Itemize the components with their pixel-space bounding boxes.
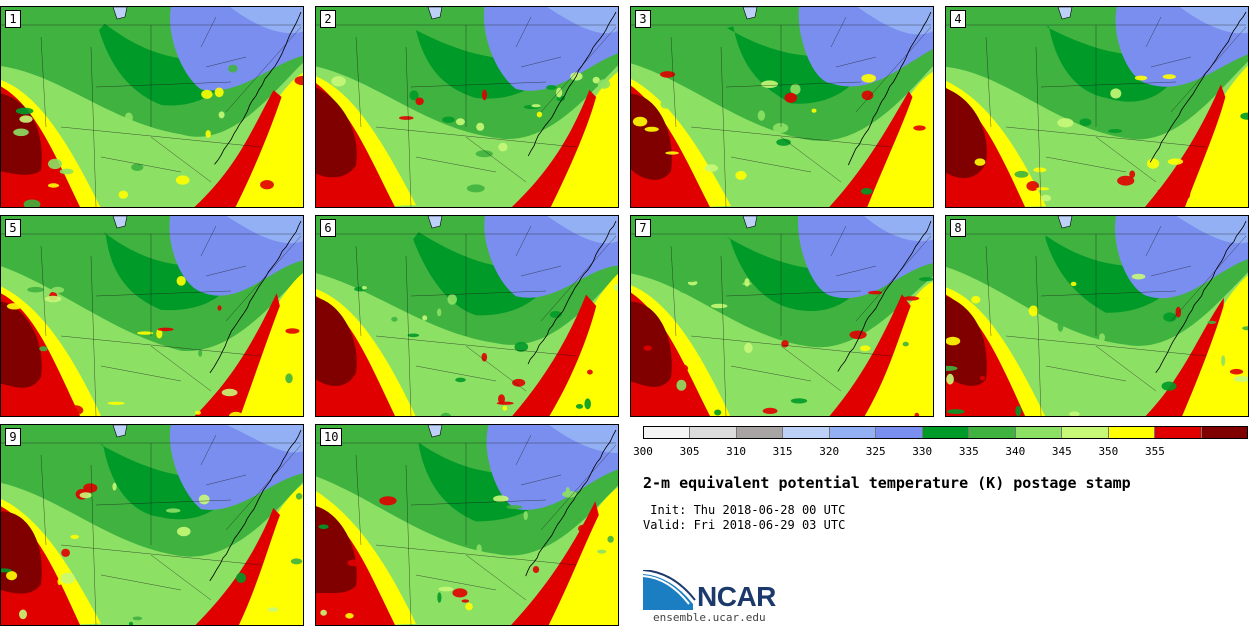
member-panel: 7 (630, 215, 934, 417)
colorbar-tick-label: 300 (633, 445, 653, 458)
member-panel: 6 (315, 215, 619, 417)
colorbar-tick-label: 335 (958, 445, 979, 458)
member-panel: 1 (0, 6, 304, 208)
valid-time: Valid: Fri 2018-06-29 03 UTC (643, 518, 846, 532)
member-number-label: 9 (5, 428, 21, 446)
member-panel: 10 (315, 424, 619, 626)
colorbar-segment (1108, 427, 1156, 438)
colorbar-tick-label: 340 (1005, 445, 1026, 458)
colorbar-segment (1062, 427, 1109, 438)
member-number-label: 8 (950, 219, 966, 237)
colorbar-segment (783, 427, 830, 438)
theta-e-map (316, 425, 618, 625)
ncar-wordmark: NCAR (697, 581, 776, 612)
colorbar-segment (690, 427, 737, 438)
member-number-label: 2 (320, 10, 336, 28)
colorbar-segment (829, 427, 877, 438)
ncar-logo-icon (643, 570, 696, 610)
chart-title: 2-m equivalent potential temperature (K)… (643, 474, 1131, 492)
colorbar-segment (736, 427, 784, 438)
colorbar-tick-label: 350 (1098, 445, 1119, 458)
site-url: ensemble.ucar.edu (653, 611, 766, 624)
colorbar-tick-label: 325 (865, 445, 886, 458)
colorbar-segment (1201, 427, 1248, 438)
colorbar-tick-label: 355 (1144, 445, 1165, 458)
colorbar-segment (922, 427, 970, 438)
colorbar-tick-label: 315 (772, 445, 793, 458)
colorbar (643, 426, 1248, 439)
member-panel: 5 (0, 215, 304, 417)
member-panel: 2 (315, 6, 619, 208)
colorbar-tick-label: 345 (1051, 445, 1072, 458)
colorbar-segment (1155, 427, 1202, 438)
theta-e-map (1, 425, 303, 625)
colorbar-segment (644, 427, 691, 438)
member-number-label: 5 (5, 219, 21, 237)
theta-e-map (1, 7, 303, 207)
theta-e-map (316, 7, 618, 207)
member-number-label: 7 (635, 219, 651, 237)
member-panel: 3 (630, 6, 934, 208)
member-number-label: 4 (950, 10, 966, 28)
member-number-label: 3 (635, 10, 651, 28)
colorbar-segment (876, 427, 923, 438)
theta-e-map (631, 216, 933, 416)
theta-e-map (1, 216, 303, 416)
member-panel: 9 (0, 424, 304, 626)
theta-e-map (316, 216, 618, 416)
member-number-label: 6 (320, 219, 336, 237)
colorbar-segment (969, 427, 1016, 438)
theta-e-map (946, 7, 1248, 207)
colorbar-tick-label: 320 (819, 445, 840, 458)
member-panel: 4 (945, 6, 1249, 208)
member-number-label: 1 (5, 10, 21, 28)
init-time: Init: Thu 2018-06-28 00 UTC (643, 503, 846, 517)
colorbar-tick-label: 310 (726, 445, 746, 458)
colorbar-segment (1015, 427, 1063, 438)
colorbar-tick-label: 305 (679, 445, 700, 458)
member-panel: 8 (945, 215, 1249, 417)
colorbar-tick-label: 330 (912, 445, 933, 458)
member-number-label: 10 (320, 428, 343, 446)
theta-e-map (946, 216, 1248, 416)
theta-e-map (631, 7, 933, 207)
